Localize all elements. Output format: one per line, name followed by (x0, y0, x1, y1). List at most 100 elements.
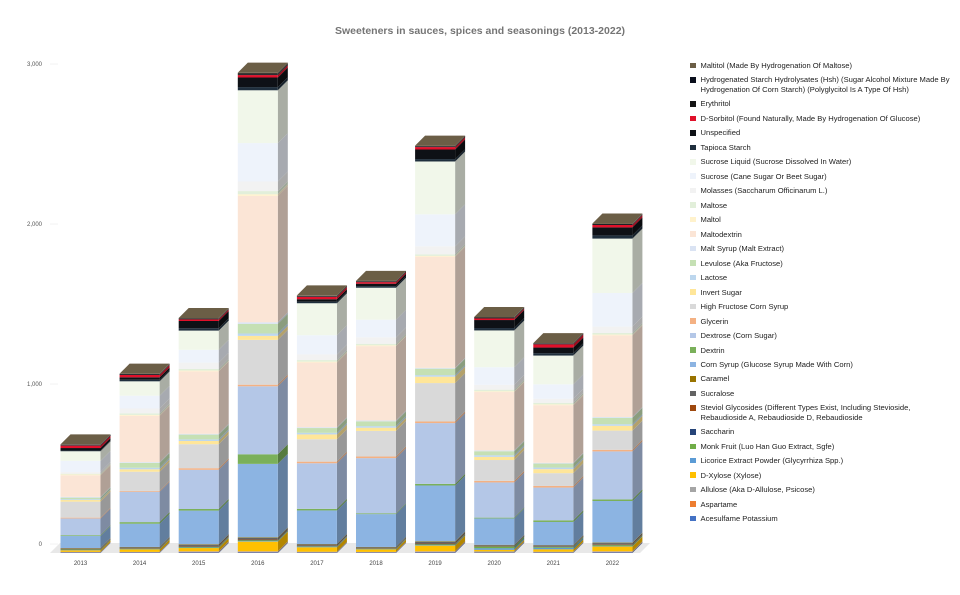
y-tick-label: 1,000 (27, 382, 43, 388)
bar-side (100, 507, 111, 519)
bar-side (573, 536, 584, 548)
bar-side (455, 137, 466, 150)
bar-segment (356, 421, 396, 427)
bar-segment (533, 545, 574, 547)
bar-segment (60, 474, 101, 476)
bar-top (237, 62, 288, 73)
bar-side (573, 542, 584, 553)
bar-segment (474, 455, 515, 457)
bar-side (396, 448, 406, 514)
legend-item: Saccharin (690, 427, 952, 436)
legend-swatch (690, 77, 696, 83)
bar-side (218, 307, 229, 319)
bar-segment (296, 427, 337, 429)
bar-side (632, 439, 643, 452)
bar-segment (119, 471, 160, 491)
bar-side (455, 135, 466, 147)
legend-item: D-Xylose (Xylose) (690, 471, 952, 480)
bar-side (632, 534, 643, 545)
bar-segment (356, 319, 396, 338)
bar-segment (296, 362, 337, 428)
bar-segment (178, 548, 219, 552)
bar-side (159, 536, 170, 548)
bar-segment (533, 405, 574, 463)
bar-side (277, 181, 288, 195)
x-tick-label: 2021 (547, 561, 561, 567)
bar-segment (415, 376, 456, 384)
bar-side (336, 429, 347, 462)
bar-top (474, 307, 525, 317)
bar-segment (356, 514, 396, 547)
bar-side (218, 309, 229, 321)
bar-side (514, 307, 525, 318)
bar-side (396, 336, 406, 421)
bar-side (159, 363, 170, 374)
bar-side (573, 374, 584, 399)
bar-side (159, 364, 170, 378)
bar-segment (592, 425, 633, 431)
bar-segment (178, 468, 219, 470)
x-tick-label: 2013 (74, 561, 88, 567)
bar-side (455, 531, 466, 542)
bar-segment (178, 433, 219, 435)
bar-side (455, 373, 466, 422)
bar-side (455, 473, 466, 486)
bar-side (632, 316, 643, 333)
bar-side (277, 63, 288, 75)
bar-side (100, 464, 111, 476)
bar-segment (60, 450, 101, 452)
y-tick-label: 0 (39, 542, 43, 548)
bar-side (632, 542, 643, 553)
bar-segment (356, 345, 396, 347)
bar-segment (474, 328, 515, 331)
bar-segment (592, 335, 633, 417)
bar-side (277, 64, 288, 76)
bar-segment (178, 328, 219, 331)
bar-side (514, 536, 525, 549)
bar-segment (356, 343, 396, 346)
legend-item: Levulose (Aka Fructose) (690, 259, 952, 268)
bar-segment (474, 545, 515, 546)
bar-side (218, 542, 229, 553)
bar-side (573, 457, 584, 470)
bar-side (455, 475, 466, 542)
bar-side (396, 536, 406, 548)
bar-segment (119, 549, 160, 552)
bar-side (632, 532, 643, 544)
bar-side (218, 352, 229, 369)
bar-top (533, 333, 584, 344)
bar-side (336, 424, 347, 440)
bar-segment (415, 541, 456, 544)
bar-side (396, 416, 406, 428)
legend-label: Monk Fruit (Luo Han Guo Extract, Sgfe) (700, 441, 835, 451)
bar-side (159, 405, 170, 463)
bar-segment (356, 430, 396, 457)
bar-side (514, 542, 525, 553)
bar-top (356, 270, 406, 281)
legend-swatch (690, 289, 696, 295)
legend-label: Erythritol (700, 99, 731, 109)
chart-title: Sweeteners in sauces, spices and seasoni… (334, 25, 626, 37)
bar-side (514, 535, 525, 546)
bar-side (100, 508, 111, 536)
bar-segment (178, 544, 219, 546)
bar-segment (296, 296, 337, 300)
legend-label: Molasses (Saccharum Officinarum L.) (700, 186, 828, 196)
bar-side (514, 357, 525, 385)
bar-side (514, 318, 525, 331)
bar-segment (296, 303, 337, 336)
bar-side (455, 244, 466, 256)
legend-swatch (690, 245, 696, 252)
bar-side (455, 236, 466, 255)
bar-segment (178, 362, 219, 369)
bar-segment (356, 458, 396, 514)
bar-side (218, 536, 229, 547)
bar-side (396, 272, 406, 284)
bar-side (573, 537, 584, 550)
bar-side (218, 424, 229, 440)
bar-segment (474, 330, 515, 368)
legend-label: Allulose (Aka D-Allulose, Psicose) (700, 485, 815, 495)
bar-segment (60, 448, 101, 451)
legend-item: Hydrogenated Starch Hydrolysates (Hsh) (… (690, 75, 952, 94)
bar-segment (533, 355, 574, 385)
